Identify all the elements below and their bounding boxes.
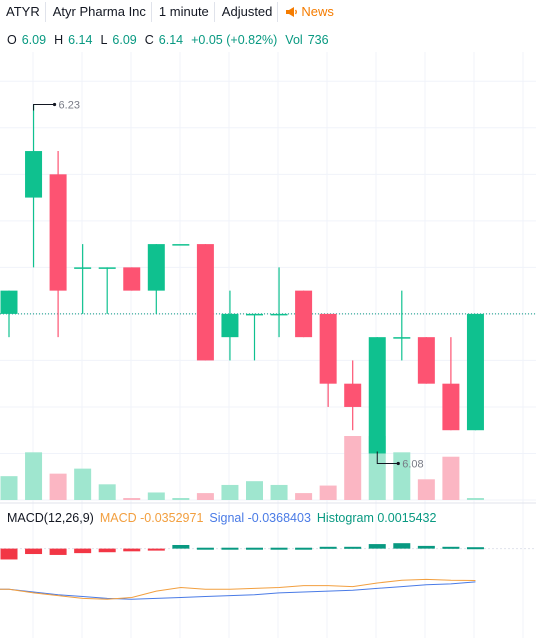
volume-bar (319, 485, 337, 500)
volume-bar (466, 498, 484, 500)
macd-title: MACD(12,26,9) (7, 511, 94, 525)
candle-body (368, 337, 386, 454)
volume-bar (49, 473, 67, 500)
signal-value: -0.0368403 (247, 511, 311, 525)
candle-body (98, 267, 116, 269)
candle-body (147, 244, 165, 291)
macd-histogram-bar (295, 547, 313, 550)
candle-body (74, 267, 92, 269)
chart-toolbar: ATYR Atyr Pharma Inc 1 minute Adjusted N… (0, 0, 536, 24)
histogram-value: 0.0015432 (377, 511, 437, 525)
candle-body (0, 290, 18, 314)
volume-bar (74, 468, 92, 500)
open-value: 6.09 (21, 33, 47, 47)
volume-bar (344, 436, 362, 500)
news-label: News (301, 4, 334, 19)
low-label: L (100, 33, 108, 47)
ohlc-legend: O 6.09 H 6.14 L 6.09 C 6.14 +0.05 (+0.82%) V… (7, 33, 332, 49)
histogram-label: Histogram (316, 511, 374, 525)
macd-histogram-bar (0, 548, 18, 560)
adjustment-button[interactable]: Adjusted (217, 2, 279, 22)
megaphone-icon (286, 7, 298, 17)
high-price-label: 6.23 (59, 100, 80, 112)
candle-body (172, 244, 190, 246)
macd-histogram-bar (270, 547, 288, 550)
volume-bar (196, 493, 214, 500)
open-label: O (7, 33, 17, 47)
high-label: H (54, 33, 64, 47)
signal-label: Signal (209, 511, 245, 525)
low-marker-dot (396, 461, 400, 466)
candle-body (123, 267, 141, 291)
macd-histogram-bar (147, 548, 165, 551)
volume-bar (147, 492, 165, 500)
macd-histogram-bar (172, 544, 190, 549)
volume-bar (25, 452, 43, 500)
candle-body (221, 313, 239, 338)
candle-body (295, 290, 313, 338)
low-value: 6.09 (112, 33, 137, 47)
symbol-label[interactable]: ATYR (3, 2, 46, 22)
interval-button[interactable]: 1 minute (154, 2, 215, 22)
macd-histogram-bar (74, 548, 92, 554)
macd-histogram-bar (49, 548, 67, 555)
volume-label: Vol (285, 33, 303, 47)
volume-bar (417, 479, 435, 500)
news-button[interactable]: News (280, 2, 339, 22)
volume-bar (270, 484, 288, 500)
macd-histogram-bar (123, 548, 141, 552)
volume-bar (246, 481, 263, 500)
histogram-value-group: Histogram 0.0015432 (317, 511, 437, 525)
high-marker-dot (52, 102, 57, 107)
macd-value-group: MACD -0.0352971 (100, 511, 204, 525)
volume-bar (442, 456, 460, 500)
high-value: 6.14 (68, 33, 93, 47)
macd-histogram-bar (417, 545, 435, 549)
macd-label: MACD (99, 511, 137, 525)
company-name: Atyr Pharma Inc (48, 2, 152, 22)
candle-body (246, 313, 263, 316)
macd-histogram-bar (442, 546, 460, 549)
candle-body (25, 151, 43, 198)
candle-body (270, 313, 288, 316)
close-label: C (144, 33, 154, 47)
close-value: 6.14 (158, 33, 184, 47)
volume-bar (295, 493, 313, 500)
volume-bar (172, 498, 190, 500)
candle-body (466, 313, 484, 431)
candle-body (417, 337, 435, 384)
low-price-label: 6.08 (402, 458, 423, 470)
signal-line (0, 581, 476, 600)
macd-legend: MACD(12,26,9) MACD -0.0352971 Signal -0.… (7, 511, 436, 525)
macd-histogram-bar (344, 546, 362, 549)
macd-histogram-bar (196, 547, 214, 550)
macd-value: -0.0352971 (140, 511, 204, 525)
low-marker-line (376, 451, 398, 464)
candle-body (393, 337, 411, 339)
change-value: +0.05 (+0.82%) (191, 33, 278, 47)
candle-body (344, 383, 362, 407)
macd-line (0, 578, 476, 600)
candle-body (442, 383, 460, 431)
macd-histogram-bar (319, 546, 337, 549)
high-marker-line (33, 104, 54, 111)
volume-value: 736 (307, 33, 329, 47)
volume-bar (123, 498, 141, 500)
macd-histogram-bar (246, 547, 263, 550)
macd-histogram-bar (221, 547, 239, 550)
candle-body (319, 313, 337, 384)
candle-body (196, 244, 214, 361)
macd-histogram-bar (98, 548, 116, 553)
signal-value-group: Signal -0.0368403 (209, 511, 311, 525)
volume-bar (0, 476, 18, 500)
macd-histogram-bar (393, 543, 411, 549)
macd-histogram-bar (25, 548, 43, 555)
candle-body (49, 174, 67, 291)
volume-bar (221, 484, 239, 500)
macd-histogram-bar (466, 547, 484, 550)
macd-histogram-bar (368, 544, 386, 549)
volume-bar (98, 484, 116, 500)
